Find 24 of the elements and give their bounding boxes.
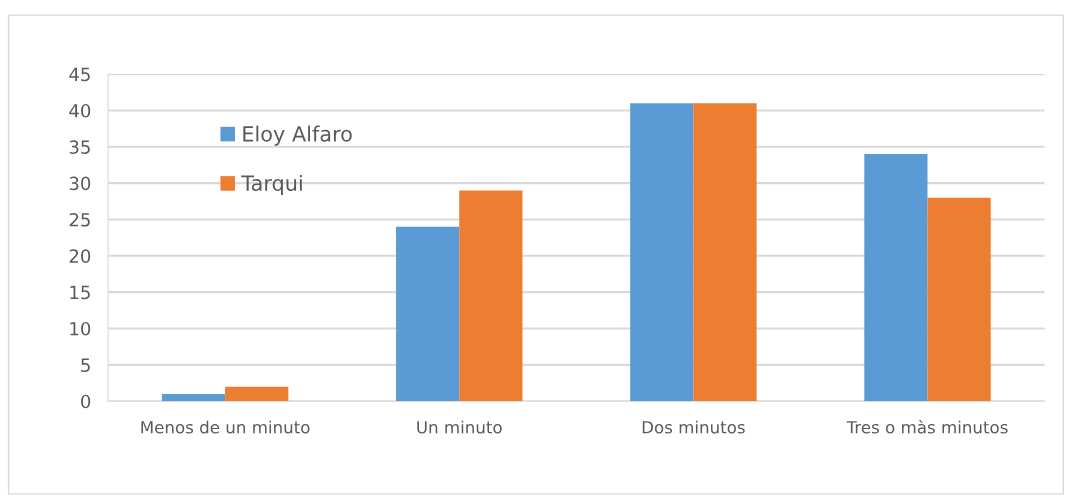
bar	[459, 190, 523, 402]
x-tick-label: Menos de un minuto	[141, 420, 310, 434]
legend-label: Eloy Alfaro	[243, 125, 352, 146]
y-tick-label: 45	[69, 67, 90, 82]
bar	[396, 226, 460, 402]
y-tick-label: 30	[69, 176, 91, 191]
y-tick-label: 25	[69, 212, 90, 227]
y-tick-label: 0	[81, 394, 91, 409]
bar	[161, 393, 226, 402]
y-tick-label: 15	[70, 285, 90, 300]
bar	[225, 386, 289, 402]
y-tick-label: 35	[69, 140, 90, 154]
y-tick-label: 20	[69, 249, 91, 263]
legend-label: Tarqui	[241, 174, 302, 196]
y-tick-label: 40	[69, 103, 91, 118]
bar	[864, 154, 928, 402]
bar	[927, 197, 991, 402]
bar	[630, 103, 694, 402]
y-tick-label: 10	[70, 321, 91, 336]
bar	[693, 103, 757, 402]
x-tick-label: Dos minutos	[642, 420, 745, 434]
x-tick-label: Un minuto	[417, 420, 502, 434]
y-tick-label: 5	[81, 358, 90, 372]
x-tick-label: Tres o màs minutos	[846, 419, 1008, 434]
